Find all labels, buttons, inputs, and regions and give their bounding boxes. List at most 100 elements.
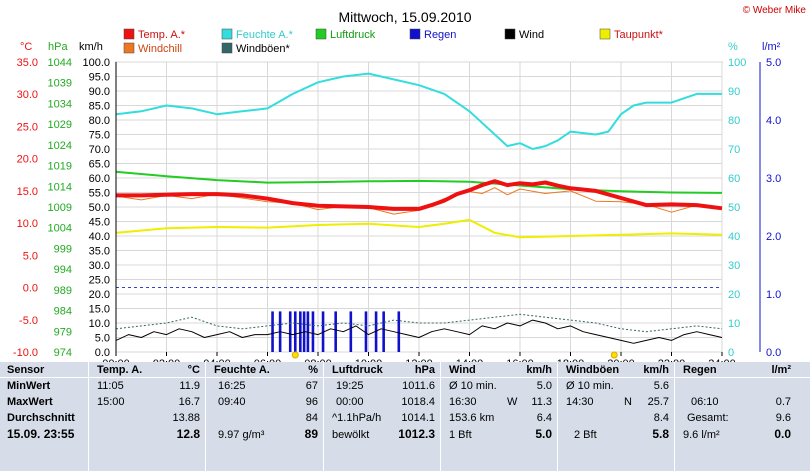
time-tick-label: 08:00: [304, 358, 332, 362]
wind-tick-label: 5.0: [95, 333, 110, 345]
legend-label: Luftdruck: [330, 29, 376, 41]
gust-unit: km/h: [643, 364, 669, 376]
wind-unit: km/h: [526, 364, 552, 376]
series-line-temp-a: [116, 179, 723, 211]
hum-tick-label: 40: [728, 231, 740, 243]
wind-tick-label: 90.0: [89, 86, 110, 98]
press-tick-label: 984: [54, 306, 72, 318]
temp-min-time: 11:05: [97, 380, 124, 392]
hum-tick-label: 60: [728, 173, 740, 185]
wind-tick-label: 45.0: [89, 217, 110, 229]
wind-tick-label: 70.0: [89, 144, 110, 156]
press-tick-label: 1039: [48, 78, 72, 90]
rain-total-label: Gesamt:: [687, 412, 729, 424]
gust-max: 25.7: [647, 396, 669, 408]
hum-tick-label: 10: [728, 318, 740, 330]
gust-header: Windböen: [566, 364, 620, 376]
temp-tick-label: 0.0: [23, 283, 38, 295]
legend-label: Wind: [519, 29, 544, 41]
press-tick-label: 994: [54, 264, 72, 276]
wind-bft: 1 Bft: [449, 429, 472, 441]
series-line-wind: [115, 319, 723, 344]
press-current: 1012.3: [398, 427, 435, 441]
press-tick-label: 974: [54, 347, 72, 359]
hum-header: Feuchte A.: [214, 364, 270, 376]
row-divider: [0, 377, 810, 378]
rain-bar: [271, 311, 274, 352]
time-tick-label: 22:00: [658, 358, 686, 362]
legend-label: Taupunkt*: [614, 29, 664, 41]
rain-tick-label: 4.0: [766, 115, 781, 127]
wind-max: 11.3: [531, 396, 552, 408]
hum-min-time: 16:25: [218, 380, 246, 392]
press-tick-label: 1019: [48, 161, 72, 173]
gust-avg-label: Ø 10 min.: [566, 380, 614, 392]
hum-tick-label: 50: [728, 202, 740, 214]
rain-tick-label: 2.0: [766, 231, 781, 243]
temp-tick-label: -10.0: [13, 347, 38, 359]
rain-today: 9.6 l/m²: [683, 429, 720, 441]
gust-max-dir: N: [624, 396, 632, 408]
rain-header: Regen: [683, 364, 717, 376]
press-max: 1018.4: [401, 396, 435, 408]
press-trend: ^1.1hPa/h: [332, 412, 382, 424]
time-tick-label: 14:00: [456, 358, 484, 362]
wind-tick-label: 30.0: [89, 260, 110, 272]
rain-bar: [374, 311, 378, 352]
hum-tick-label: 100: [728, 57, 746, 69]
press-tick-label: 1014: [48, 181, 72, 193]
temp-tick-label: 20.0: [17, 154, 38, 166]
temp-tick-label: 35.0: [17, 57, 38, 69]
time-tick-label: 00:00: [102, 358, 130, 362]
wind-tick-label: 85.0: [89, 101, 110, 113]
temp-avg: 13.88: [172, 412, 200, 424]
wind-tick-label: 60.0: [89, 173, 110, 185]
wind-tick-label: 35.0: [89, 246, 110, 258]
gust-max-time: 14:30: [566, 396, 594, 408]
rain-tick-label: 0.0: [766, 347, 781, 359]
wind-avg: 6.4: [536, 412, 552, 424]
rain-max-time: 06:10: [691, 396, 719, 408]
series-line-luftdruck: [115, 170, 723, 194]
time-tick-label: 20:00: [607, 358, 635, 362]
legend-label: Regen: [424, 29, 456, 41]
temp-tick-label: 30.0: [17, 89, 38, 101]
press-avg: 1014.1: [401, 412, 435, 424]
chart-legend: Temp. A.* Feuchte A.* Luftdruck Regen Wind Ta…: [123, 28, 664, 55]
copyright-text: © Weber Mike: [743, 5, 807, 16]
wind-tick-label: 40.0: [89, 231, 110, 243]
press-tick-label: 989: [54, 285, 72, 297]
chart-axes: 35.0 30.0 25.0 20.0 15.0 10.0 5.0 0.0 -5.0 -10.0 1…: [13, 41, 781, 362]
wind-tick-label: 80.0: [89, 115, 110, 127]
rain-bar: [349, 311, 353, 352]
chart-grid: [115, 61, 723, 353]
time-tick-label: 18:00: [557, 358, 585, 362]
stats-col-pressure: Luftdruck hPa 19:25 1011.6 00:00 1018.4 …: [323, 362, 441, 471]
stats-row-labels: Sensor MinWert MaxWert Durchschnitt 15.0…: [0, 362, 88, 471]
press-tick-label: 979: [54, 326, 72, 338]
rain-bar: [306, 311, 310, 352]
rain-bar: [334, 311, 337, 352]
wind-header: Wind: [449, 364, 476, 376]
press-tick-label: 1029: [48, 119, 72, 131]
rain-max: 0.7: [775, 396, 791, 408]
temp-unit: °C: [187, 364, 200, 376]
stats-col-rain: Regen l/m² 06:10 0.7 Gesamt: 9.6 9.6 l/m…: [674, 362, 795, 471]
wind-avg-label: Ø 10 min.: [449, 380, 497, 392]
sunset-icon: [610, 351, 618, 359]
press-min: 1011.6: [402, 380, 435, 392]
wind-tick-label: 50.0: [89, 202, 110, 214]
rain-current: 0.0: [774, 427, 791, 441]
rain-tick-label: 1.0: [766, 289, 781, 301]
press-max-time: 00:00: [336, 396, 364, 408]
press-forecast: bewölkt: [332, 429, 370, 441]
legend-swatch: [504, 28, 516, 40]
legend-swatch: [599, 28, 611, 40]
row-label-avg: Durchschnitt: [7, 412, 75, 424]
stats-col-temp: Temp. A. °C 11:05 11.9 15:00 16.7 13.88 …: [88, 362, 206, 471]
time-tick-label: 06:00: [254, 358, 282, 362]
stats-table: Sensor MinWert MaxWert Durchschnitt 15.0…: [0, 362, 810, 471]
wind-tick-label: 15.0: [89, 304, 110, 316]
press-unit: hPa: [414, 364, 435, 376]
temp-tick-label: 5.0: [23, 250, 38, 262]
